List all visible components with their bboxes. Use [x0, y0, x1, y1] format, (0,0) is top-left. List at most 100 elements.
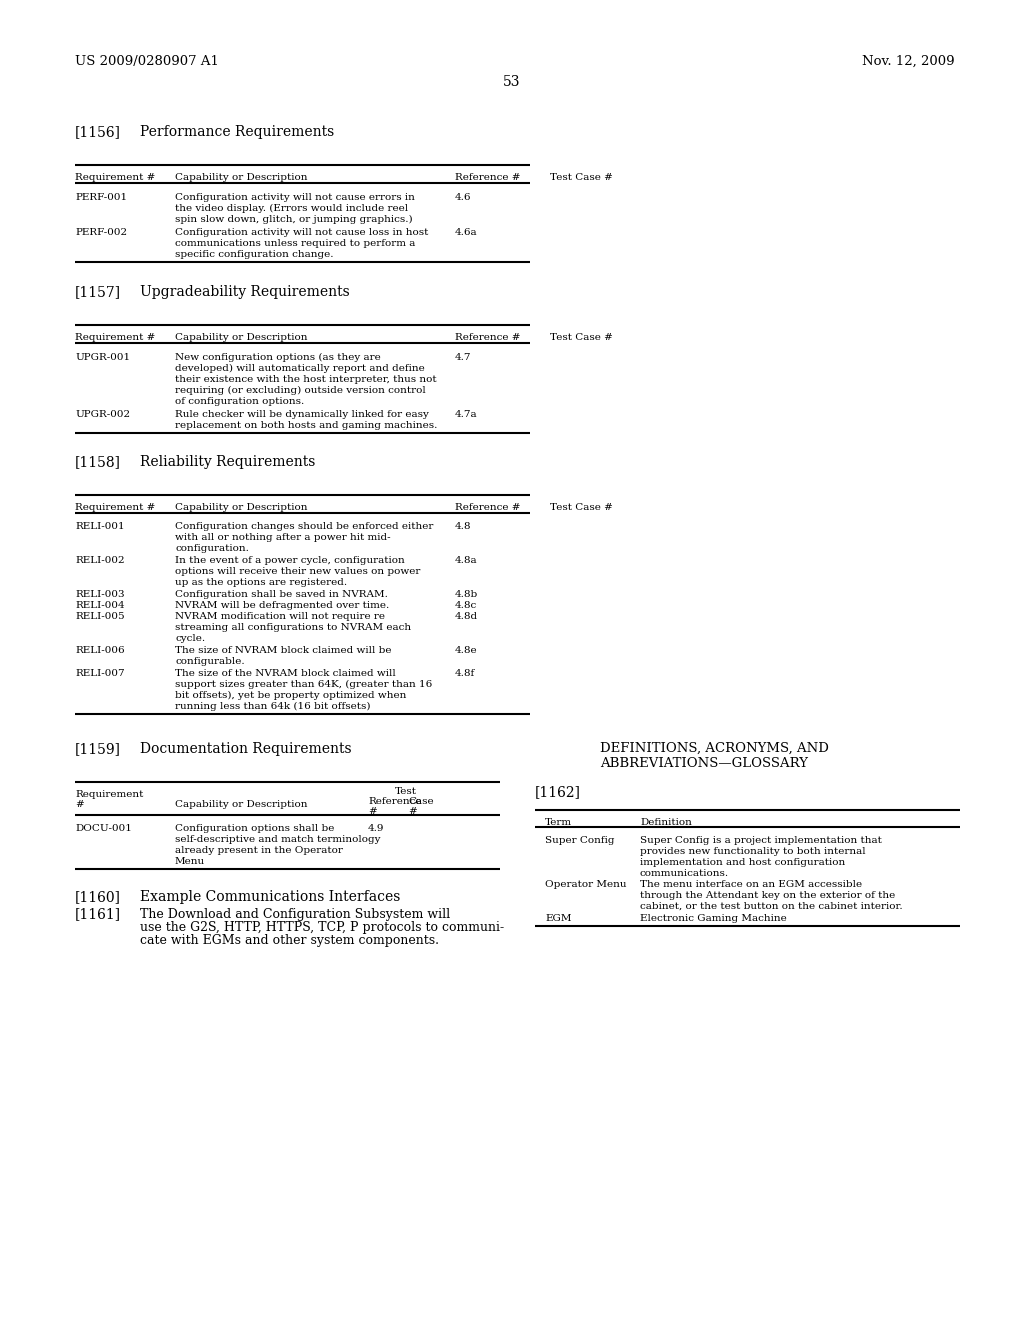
Text: Electronic Gaming Machine: Electronic Gaming Machine [640, 913, 786, 923]
Text: cycle.: cycle. [175, 634, 205, 643]
Text: [1156]: [1156] [75, 125, 121, 139]
Text: Rule checker will be dynamically linked for easy: Rule checker will be dynamically linked … [175, 411, 429, 418]
Text: Requirement #: Requirement # [75, 503, 156, 512]
Text: support sizes greater than 64K, (greater than 16: support sizes greater than 64K, (greater… [175, 680, 432, 689]
Text: configuration.: configuration. [175, 544, 249, 553]
Text: Configuration changes should be enforced either: Configuration changes should be enforced… [175, 521, 433, 531]
Text: Term: Term [545, 818, 572, 828]
Text: spin slow down, glitch, or jumping graphics.): spin slow down, glitch, or jumping graph… [175, 215, 413, 224]
Text: RELI-003: RELI-003 [75, 590, 125, 599]
Text: The size of NVRAM block claimed will be: The size of NVRAM block claimed will be [175, 645, 391, 655]
Text: UPGR-002: UPGR-002 [75, 411, 130, 418]
Text: RELI-007: RELI-007 [75, 669, 125, 678]
Text: ABBREVIATIONS—GLOSSARY: ABBREVIATIONS—GLOSSARY [600, 756, 808, 770]
Text: EGM: EGM [545, 913, 571, 923]
Text: 4.8e: 4.8e [455, 645, 477, 655]
Text: PERF-002: PERF-002 [75, 228, 127, 238]
Text: [1160]: [1160] [75, 890, 121, 904]
Text: Requirement: Requirement [75, 789, 143, 799]
Text: developed) will automatically report and define: developed) will automatically report and… [175, 364, 425, 374]
Text: RELI-004: RELI-004 [75, 601, 125, 610]
Text: Operator Menu: Operator Menu [545, 880, 627, 888]
Text: In the event of a power cycle, configuration: In the event of a power cycle, configura… [175, 556, 404, 565]
Text: communications unless required to perform a: communications unless required to perfor… [175, 239, 416, 248]
Text: DOCU-001: DOCU-001 [75, 824, 132, 833]
Text: configurable.: configurable. [175, 657, 245, 667]
Text: Reference #: Reference # [455, 333, 520, 342]
Text: use the G2S, HTTP, HTTPS, TCP, P protocols to communi-: use the G2S, HTTP, HTTPS, TCP, P protoco… [140, 921, 504, 935]
Text: NVRAM modification will not require re: NVRAM modification will not require re [175, 612, 385, 620]
Text: PERF-001: PERF-001 [75, 193, 127, 202]
Text: 4.8f: 4.8f [455, 669, 475, 678]
Text: US 2009/0280907 A1: US 2009/0280907 A1 [75, 55, 219, 69]
Text: The Download and Configuration Subsystem will: The Download and Configuration Subsystem… [140, 908, 451, 921]
Text: [1158]: [1158] [75, 455, 121, 469]
Text: [1162]: [1162] [535, 785, 581, 799]
Text: The menu interface on an EGM accessible: The menu interface on an EGM accessible [640, 880, 862, 888]
Text: Requirement #: Requirement # [75, 333, 156, 342]
Text: with all or nothing after a power hit mid-: with all or nothing after a power hit mi… [175, 533, 390, 543]
Text: RELI-006: RELI-006 [75, 645, 125, 655]
Text: Menu: Menu [175, 857, 205, 866]
Text: streaming all configurations to NVRAM each: streaming all configurations to NVRAM ea… [175, 623, 411, 632]
Text: Configuration activity will not cause loss in host: Configuration activity will not cause lo… [175, 228, 428, 238]
Text: specific configuration change.: specific configuration change. [175, 249, 334, 259]
Text: 4.9: 4.9 [368, 824, 384, 833]
Text: options will receive their new values on power: options will receive their new values on… [175, 568, 421, 576]
Text: bit offsets), yet be property optimized when: bit offsets), yet be property optimized … [175, 690, 407, 700]
Text: Reference: Reference [368, 797, 422, 807]
Text: self-descriptive and match terminology: self-descriptive and match terminology [175, 836, 381, 843]
Text: #: # [75, 800, 84, 809]
Text: Documentation Requirements: Documentation Requirements [140, 742, 351, 756]
Text: their existence with the host interpreter, thus not: their existence with the host interprete… [175, 375, 436, 384]
Text: 4.8b: 4.8b [455, 590, 478, 599]
Text: RELI-005: RELI-005 [75, 612, 125, 620]
Text: provides new functionality to both internal: provides new functionality to both inter… [640, 847, 865, 855]
Text: New configuration options (as they are: New configuration options (as they are [175, 352, 381, 362]
Text: Super Config: Super Config [545, 836, 614, 845]
Text: DEFINITIONS, ACRONYMS, AND: DEFINITIONS, ACRONYMS, AND [600, 742, 828, 755]
Text: Example Communications Interfaces: Example Communications Interfaces [140, 890, 400, 904]
Text: of configuration options.: of configuration options. [175, 397, 304, 407]
Text: 4.8: 4.8 [455, 521, 471, 531]
Text: [1157]: [1157] [75, 285, 121, 300]
Text: 53: 53 [503, 75, 521, 88]
Text: cabinet, or the test button on the cabinet interior.: cabinet, or the test button on the cabin… [640, 902, 902, 911]
Text: communications.: communications. [640, 869, 729, 878]
Text: Capability or Description: Capability or Description [175, 173, 307, 182]
Text: Capability or Description: Capability or Description [175, 800, 307, 809]
Text: 4.6a: 4.6a [455, 228, 477, 238]
Text: Reference #: Reference # [455, 503, 520, 512]
Text: 4.7: 4.7 [455, 352, 471, 362]
Text: Configuration shall be saved in NVRAM.: Configuration shall be saved in NVRAM. [175, 590, 388, 599]
Text: through the Attendant key on the exterior of the: through the Attendant key on the exterio… [640, 891, 895, 900]
Text: Test: Test [395, 787, 417, 796]
Text: 4.8a: 4.8a [455, 556, 477, 565]
Text: 4.8c: 4.8c [455, 601, 477, 610]
Text: the video display. (Errors would include reel: the video display. (Errors would include… [175, 205, 409, 213]
Text: 4.7a: 4.7a [455, 411, 477, 418]
Text: The size of the NVRAM block claimed will: The size of the NVRAM block claimed will [175, 669, 395, 678]
Text: Configuration options shall be: Configuration options shall be [175, 824, 335, 833]
Text: up as the options are registered.: up as the options are registered. [175, 578, 347, 587]
Text: Super Config is a project implementation that: Super Config is a project implementation… [640, 836, 882, 845]
Text: Test Case #: Test Case # [550, 333, 613, 342]
Text: Performance Requirements: Performance Requirements [140, 125, 334, 139]
Text: Nov. 12, 2009: Nov. 12, 2009 [862, 55, 955, 69]
Text: already present in the Operator: already present in the Operator [175, 846, 343, 855]
Text: [1159]: [1159] [75, 742, 121, 756]
Text: Capability or Description: Capability or Description [175, 333, 307, 342]
Text: 4.6: 4.6 [455, 193, 471, 202]
Text: UPGR-001: UPGR-001 [75, 352, 130, 362]
Text: running less than 64k (16 bit offsets): running less than 64k (16 bit offsets) [175, 702, 371, 711]
Text: RELI-001: RELI-001 [75, 521, 125, 531]
Text: Capability or Description: Capability or Description [175, 503, 307, 512]
Text: #: # [368, 807, 377, 816]
Text: replacement on both hosts and gaming machines.: replacement on both hosts and gaming mac… [175, 421, 437, 430]
Text: [1161]: [1161] [75, 907, 121, 921]
Text: Reliability Requirements: Reliability Requirements [140, 455, 315, 469]
Text: Requirement #: Requirement # [75, 173, 156, 182]
Text: Configuration activity will not cause errors in: Configuration activity will not cause er… [175, 193, 415, 202]
Text: Case: Case [408, 797, 433, 807]
Text: #: # [408, 807, 417, 816]
